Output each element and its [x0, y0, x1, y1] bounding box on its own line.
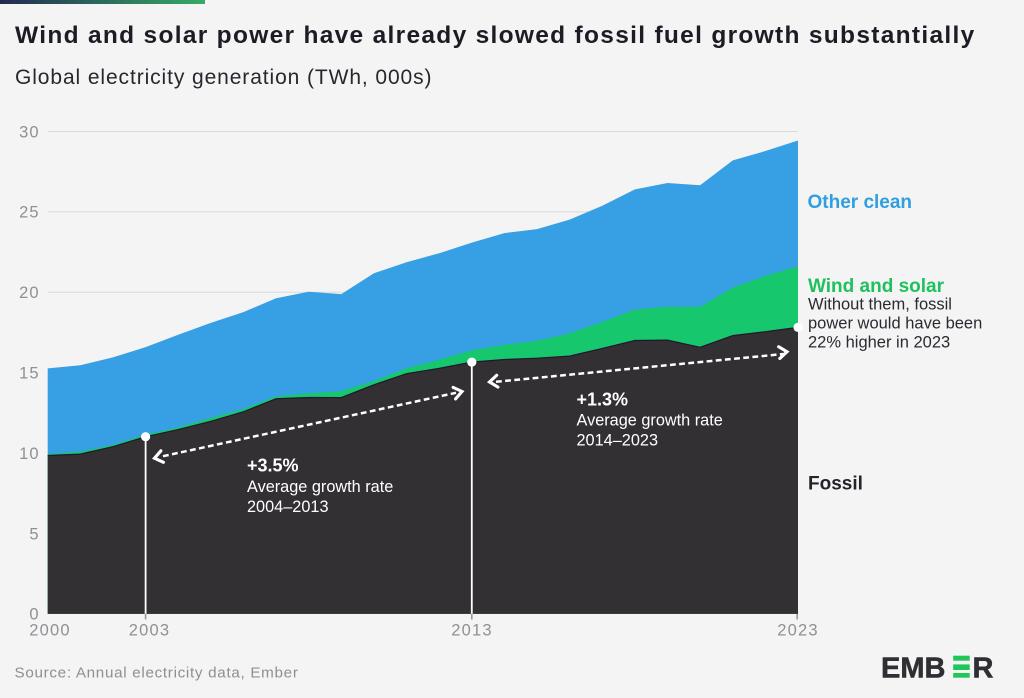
svg-text:25: 25	[19, 204, 39, 222]
svg-text:15: 15	[19, 365, 39, 383]
svg-text:Source: Annual electricity dat: Source: Annual electricity data, Ember	[15, 665, 299, 682]
svg-text:22% higher in 2023: 22% higher in 2023	[808, 334, 950, 352]
svg-text:power would have been: power would have been	[808, 315, 982, 333]
svg-text:2000: 2000	[29, 622, 71, 640]
svg-text:EMB: EMB	[881, 653, 945, 685]
svg-text:2004–2013: 2004–2013	[247, 498, 329, 516]
svg-text:20: 20	[19, 284, 39, 302]
svg-text:10: 10	[19, 445, 39, 463]
svg-text:Average growth rate: Average growth rate	[577, 412, 723, 430]
svg-text:Other clean: Other clean	[808, 192, 913, 213]
svg-text:Wind and solar: Wind and solar	[808, 276, 945, 297]
svg-text:+1.3%: +1.3%	[577, 389, 629, 409]
svg-text:Without them, fossil: Without them, fossil	[808, 296, 952, 314]
svg-text:2003: 2003	[129, 622, 171, 640]
svg-text:5: 5	[29, 525, 39, 543]
svg-text:+3.5%: +3.5%	[247, 456, 299, 476]
svg-text:0: 0	[29, 606, 39, 624]
svg-text:2013: 2013	[451, 622, 493, 640]
svg-text:Average growth rate: Average growth rate	[247, 478, 393, 496]
svg-text:R: R	[973, 653, 994, 685]
svg-text:2023: 2023	[777, 622, 819, 640]
svg-text:Fossil: Fossil	[808, 474, 863, 495]
svg-text:30: 30	[19, 123, 39, 141]
svg-text:2014–2023: 2014–2023	[577, 432, 659, 450]
